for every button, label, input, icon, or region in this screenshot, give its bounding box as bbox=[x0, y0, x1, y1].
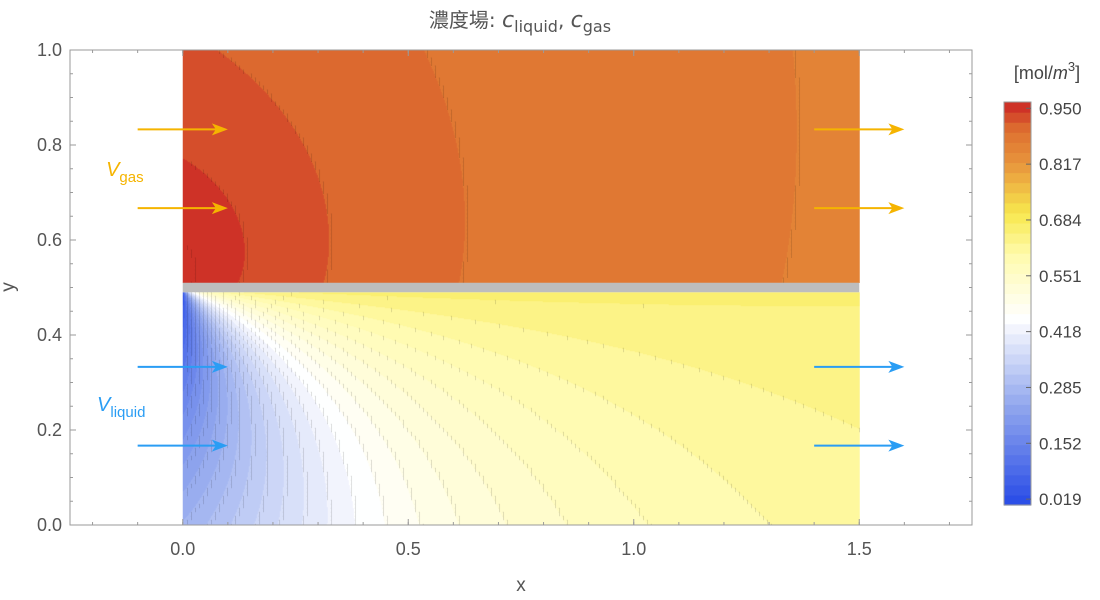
colorbar-tick-label: 0.817 bbox=[1039, 155, 1082, 174]
chart-title: 濃度場: cliquid, cgas bbox=[429, 8, 611, 36]
colorbar-band bbox=[1004, 313, 1031, 325]
colorbar-title-suffix: ] bbox=[1075, 63, 1080, 83]
colorbar-band bbox=[1004, 192, 1031, 204]
colorbar-band bbox=[1004, 474, 1031, 486]
y-tick-label: 0.2 bbox=[37, 420, 62, 440]
colorbar-band bbox=[1004, 484, 1031, 496]
flow-label-var: V bbox=[106, 159, 121, 181]
chart-title-sub-liquid: liquid bbox=[514, 17, 558, 36]
colorbar-band bbox=[1004, 464, 1031, 476]
colorbar-band bbox=[1004, 293, 1031, 305]
colorbar-band bbox=[1004, 162, 1031, 174]
x-tick-label: 0.5 bbox=[396, 539, 421, 559]
colorbar-tick-label: 0.019 bbox=[1039, 490, 1082, 509]
flow-label-sub: gas bbox=[119, 169, 143, 186]
colorbar-tick-label: 0.152 bbox=[1039, 434, 1082, 453]
colorbar-band bbox=[1004, 102, 1031, 113]
y-tick-label: 1.0 bbox=[37, 40, 62, 60]
flow-label-gas: Vgas bbox=[106, 159, 144, 186]
chart-title-sub-gas: gas bbox=[583, 17, 611, 36]
flow-label-liquid: Vliquid bbox=[97, 394, 145, 421]
flow-label-sub: liquid bbox=[110, 404, 145, 421]
gas-contours bbox=[186, 50, 801, 286]
colorbar-band bbox=[1004, 243, 1031, 254]
colorbar-title: [mol/m3] bbox=[1014, 59, 1080, 83]
y-tick-label: 0.0 bbox=[37, 515, 62, 535]
colorbar-tick-label: 0.950 bbox=[1039, 99, 1082, 118]
colorbar-band bbox=[1004, 374, 1031, 385]
colorbar-band bbox=[1004, 283, 1031, 295]
colorbar-tick-label: 0.551 bbox=[1039, 267, 1082, 286]
colorbar-band bbox=[1004, 172, 1031, 184]
colorbar-band bbox=[1004, 424, 1031, 436]
colorbar-frame bbox=[1003, 101, 1032, 506]
flow-arrow-gas bbox=[814, 202, 905, 215]
liquid-region-field bbox=[182, 292, 860, 525]
concentration-field bbox=[182, 50, 860, 525]
chart-title-var-liquid: c bbox=[502, 8, 514, 33]
colorbar-band bbox=[1004, 434, 1031, 446]
colorbar-band bbox=[1004, 444, 1031, 456]
colorbar-band bbox=[1004, 263, 1031, 274]
flow-arrow-gas bbox=[137, 202, 228, 215]
y-tick-label: 0.6 bbox=[37, 230, 62, 250]
colorbar-band bbox=[1004, 222, 1031, 234]
colorbar-band bbox=[1004, 232, 1031, 244]
x-tick-label: 0.0 bbox=[170, 539, 195, 559]
flow-arrow-gas bbox=[137, 123, 228, 136]
chart-title-separator: , bbox=[558, 8, 571, 32]
colorbar-title-var: m bbox=[1053, 63, 1068, 83]
chart-title-var-gas: c bbox=[571, 8, 583, 33]
colorbar-tick-label: 0.684 bbox=[1039, 211, 1082, 230]
flow-arrow-liquid bbox=[814, 439, 905, 452]
colorbar-band bbox=[1004, 152, 1031, 164]
colorbar-band bbox=[1004, 333, 1031, 345]
flow-arrow-liquid bbox=[814, 360, 905, 373]
colorbar-band bbox=[1004, 363, 1031, 375]
flow-label-var: V bbox=[97, 394, 112, 416]
colorbar-band bbox=[1004, 404, 1031, 415]
colorbar-band bbox=[1004, 323, 1031, 335]
colorbar-band bbox=[1004, 494, 1031, 506]
colorbar-band bbox=[1004, 182, 1031, 194]
membrane-layer bbox=[182, 282, 860, 293]
chart-title-prefix: 濃度場: bbox=[429, 8, 502, 32]
axes: 0.0 0.5 1.0 1.5 0.0 0.2 0.4 0.6 0.8 1.0 bbox=[37, 40, 972, 559]
y-axis-label: y bbox=[0, 282, 19, 292]
x-axis-label: x bbox=[516, 575, 526, 596]
x-tick-label: 1.0 bbox=[621, 539, 646, 559]
colorbar: 0.950 0.817 0.684 0.551 0.418 0.285 0.152 0.019 bbox=[1003, 99, 1082, 509]
colorbar-band bbox=[1004, 353, 1031, 365]
colorbar-title-sup: 3 bbox=[1068, 59, 1075, 74]
colorbar-band bbox=[1004, 202, 1031, 214]
colorbar-band bbox=[1004, 414, 1031, 425]
flow-arrow-gas bbox=[814, 123, 905, 136]
flow-arrows bbox=[137, 123, 905, 452]
colorbar-band bbox=[1004, 343, 1031, 355]
colorbar-band bbox=[1004, 384, 1031, 395]
x-tick-label: 1.5 bbox=[847, 539, 872, 559]
colorbar-band bbox=[1004, 142, 1031, 153]
colorbar-band bbox=[1004, 303, 1031, 315]
y-tick-label: 0.4 bbox=[37, 325, 62, 345]
colorbar-tick-label: 0.285 bbox=[1039, 378, 1082, 397]
colorbar-band bbox=[1004, 212, 1031, 224]
colorbar-band bbox=[1004, 122, 1031, 133]
colorbar-band bbox=[1004, 394, 1031, 405]
colorbar-band bbox=[1004, 112, 1031, 123]
flow-arrow-liquid bbox=[137, 360, 228, 373]
colorbar-tick-label: 0.418 bbox=[1039, 323, 1082, 342]
gas-region-field bbox=[182, 50, 860, 283]
colorbar-band bbox=[1004, 253, 1031, 264]
flow-arrow-liquid bbox=[137, 439, 228, 452]
y-tick-label: 0.8 bbox=[37, 135, 62, 155]
colorbar-band bbox=[1004, 132, 1031, 143]
colorbar-band bbox=[1004, 454, 1031, 466]
colorbar-band bbox=[1004, 273, 1031, 284]
colorbar-title-prefix: [mol/ bbox=[1014, 63, 1053, 83]
